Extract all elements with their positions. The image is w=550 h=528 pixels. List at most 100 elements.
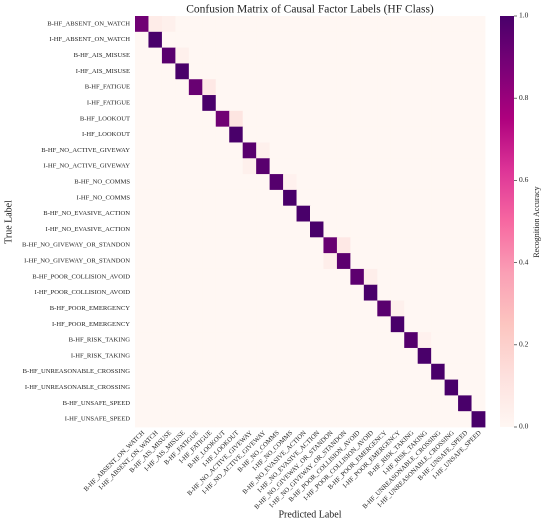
heatmap-cell [431, 268, 446, 286]
heatmap-cell [175, 142, 190, 159]
heatmap-cell [350, 205, 365, 222]
heatmap-cell [256, 205, 271, 222]
heatmap-cell [202, 411, 217, 428]
heatmap-cell [283, 31, 297, 49]
heatmap-cell [175, 79, 190, 96]
heatmap-cell [135, 126, 149, 143]
heatmap-cell [256, 411, 271, 428]
heatmap-cell [471, 142, 486, 159]
heatmap-cell [161, 284, 176, 301]
heatmap-cell [188, 189, 203, 207]
heatmap-cell [417, 332, 432, 349]
heatmap-cell [188, 16, 203, 33]
heatmap-cell [135, 158, 149, 175]
heatmap-cell [135, 332, 149, 349]
heatmap-cell [363, 395, 378, 412]
heatmap-cell [377, 79, 392, 96]
heatmap-cell [458, 284, 472, 301]
heatmap-cell [336, 411, 351, 428]
heatmap-cell [296, 268, 311, 286]
heatmap-cell [350, 395, 365, 412]
heatmap-cell [350, 63, 365, 80]
heatmap-cell [296, 126, 311, 143]
heatmap-cell [256, 63, 271, 80]
heatmap-cell [135, 237, 149, 254]
heatmap-cell [283, 284, 297, 301]
heatmap-cell [296, 31, 311, 49]
heatmap-cell [188, 411, 203, 428]
heatmap-cell [269, 363, 284, 380]
heatmap-cell [148, 205, 163, 222]
heatmap-cell [458, 332, 472, 349]
heatmap-cell [377, 332, 392, 349]
heatmap-cell [175, 237, 190, 254]
heatmap-cell [310, 253, 324, 270]
heatmap-cell [161, 332, 176, 349]
heatmap-cell [161, 347, 176, 365]
heatmap-cell [471, 363, 486, 380]
heatmap-cell [444, 316, 459, 333]
heatmap-cell [161, 47, 176, 64]
colorbar-tick-label: 0.6 [519, 175, 529, 184]
heatmap-cell [175, 205, 190, 222]
heatmap-cell [363, 16, 378, 33]
heatmap-cell [135, 63, 149, 80]
heatmap-cell [135, 379, 149, 396]
heatmap-cell [310, 221, 324, 238]
heatmap-cell [431, 79, 446, 96]
heatmap-cell [229, 411, 244, 428]
heatmap-cell [283, 221, 297, 238]
heatmap-cell [296, 189, 311, 207]
heatmap-cell [458, 126, 472, 143]
heatmap-cell [148, 174, 163, 191]
heatmap-cell [363, 63, 378, 80]
heatmap-cell [296, 300, 311, 317]
heatmap-cell [256, 158, 271, 175]
y-tick-label: I-HF_LOOKOUT [82, 131, 130, 138]
heatmap-cell [175, 284, 190, 301]
heatmap-cell [404, 379, 419, 396]
heatmap-cell [256, 189, 271, 207]
heatmap-cell [296, 395, 311, 412]
heatmap-cell [202, 174, 217, 191]
heatmap-cell [175, 158, 190, 175]
heatmap-cell [296, 253, 311, 270]
heatmap-cell [215, 379, 230, 396]
heatmap-cell [269, 237, 284, 254]
y-tick-label: B-HF_NO_EVASIVE_ACTION [43, 210, 130, 217]
heatmap-cell [444, 347, 459, 365]
heatmap-cell [269, 395, 284, 412]
heatmap-cell [417, 16, 432, 33]
heatmap-cell [175, 300, 190, 317]
y-tick-label: B-HF_POOR_COLLISION_AVOID [32, 273, 130, 280]
heatmap-cell [188, 363, 203, 380]
heatmap-cell [471, 63, 486, 80]
y-tick-label: I-HF_UNREASONABLE_CROSSING [25, 384, 130, 391]
heatmap-cell [215, 79, 230, 96]
heatmap-cell [269, 158, 284, 175]
heatmap-cell [444, 47, 459, 64]
heatmap-cell [202, 126, 217, 143]
heatmap-cell [175, 332, 190, 349]
heatmap-cell [390, 253, 405, 270]
heatmap-cell [135, 16, 149, 33]
heatmap-cell [148, 268, 163, 286]
heatmap-cell [135, 174, 149, 191]
heatmap-cell [148, 189, 163, 207]
heatmap-cell [417, 189, 432, 207]
heatmap-cell [431, 300, 446, 317]
heatmap-cell [135, 221, 149, 238]
heatmap-cell [323, 395, 338, 412]
heatmap-cell [323, 411, 338, 428]
heatmap-cell [269, 189, 284, 207]
heatmap-cell [444, 31, 459, 49]
colorbar-tick-label: 1.0 [519, 11, 529, 20]
heatmap-cell [148, 126, 163, 143]
heatmap-cell [148, 411, 163, 428]
heatmap-cell [404, 47, 419, 64]
heatmap-cell [350, 79, 365, 96]
heatmap-cell [390, 110, 405, 128]
heatmap-cell [215, 300, 230, 317]
heatmap-cell [444, 158, 459, 175]
heatmap-cell [390, 16, 405, 33]
